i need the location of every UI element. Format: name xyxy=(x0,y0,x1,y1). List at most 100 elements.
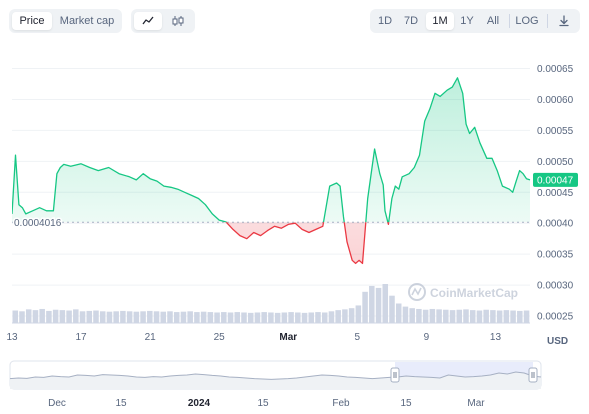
price-area-down xyxy=(226,222,389,264)
toolbar-divider xyxy=(547,14,548,28)
volume-bar xyxy=(66,310,72,323)
y-tick-label: 0.00025 xyxy=(537,312,574,323)
volume-bar xyxy=(517,310,523,323)
chart-style-toggle xyxy=(131,9,195,33)
volume-bar xyxy=(99,311,106,323)
range-all[interactable]: All xyxy=(486,15,500,27)
volume-bar xyxy=(436,309,442,323)
line-chart-icon[interactable] xyxy=(134,12,162,30)
y-tick-label: 0.00045 xyxy=(537,188,574,199)
price-area-up xyxy=(12,77,530,223)
volume-bar xyxy=(321,312,328,323)
volume-bar xyxy=(12,310,19,323)
volume-bar xyxy=(281,312,288,323)
volume-bar xyxy=(39,308,45,323)
range-toolbar: 1D 7D 1M 1Y All LOG xyxy=(370,9,580,33)
volume-bar xyxy=(241,312,247,323)
volume-bar xyxy=(503,310,510,323)
volume-bar xyxy=(126,311,133,323)
candlestick-icon[interactable] xyxy=(164,12,192,30)
download-icon[interactable] xyxy=(552,12,576,30)
navigator-line xyxy=(9,371,542,380)
volume-bar xyxy=(86,310,93,323)
y-tick-label: 0.00065 xyxy=(537,64,574,75)
view-toggle: Price Market cap xyxy=(9,9,122,33)
volume-bar xyxy=(274,312,281,323)
volume-bar xyxy=(429,308,436,323)
volume-bar xyxy=(234,312,241,323)
volume-bar xyxy=(510,310,516,323)
y-tick-label: 0.00035 xyxy=(537,250,574,261)
x-tick-label: Mar xyxy=(279,332,297,343)
tab-market-cap[interactable]: Market cap xyxy=(59,15,115,27)
navigator-tick-label: 15 xyxy=(400,398,412,409)
volume-bar xyxy=(79,311,86,323)
volume-bar xyxy=(342,309,348,323)
volume-bar xyxy=(93,310,99,323)
volume-bar xyxy=(301,312,308,323)
tab-price[interactable]: Price xyxy=(12,12,52,30)
volume-bar xyxy=(227,312,234,323)
navigator-handle-left[interactable] xyxy=(390,367,400,383)
volume-bar xyxy=(490,310,496,323)
x-tick-label: 13 xyxy=(6,332,18,343)
volume-bar xyxy=(52,309,59,323)
range-1m[interactable]: 1M xyxy=(426,12,454,30)
volume-bar xyxy=(25,309,32,323)
price-line-down xyxy=(224,222,390,265)
y-tick-label: 0.00055 xyxy=(537,126,574,137)
volume-bar xyxy=(483,309,489,323)
volume-bar xyxy=(153,311,160,323)
volume-bar xyxy=(207,312,214,323)
volume-bar xyxy=(443,309,449,323)
volume-bar xyxy=(463,309,469,323)
volume-bar xyxy=(295,312,301,323)
y-tick-label: 0.00030 xyxy=(537,281,574,292)
reference-label: 0.0004016 xyxy=(14,218,62,229)
toolbar-divider xyxy=(509,14,510,28)
volume-bar xyxy=(288,312,294,323)
volume-bar xyxy=(456,309,463,323)
navigator-tick-label: 15 xyxy=(257,398,269,409)
volume-bar xyxy=(469,310,476,323)
range-7d[interactable]: 7D xyxy=(403,15,419,27)
range-1y[interactable]: 1Y xyxy=(460,15,474,27)
navigator-tick-label: 15 xyxy=(115,398,127,409)
x-tick-label: 25 xyxy=(214,332,226,343)
volume-bar xyxy=(449,310,456,323)
volume-bar xyxy=(106,311,113,323)
navigator-tick-label: 2024 xyxy=(188,398,211,409)
volume-bar xyxy=(254,312,261,323)
volume-bar xyxy=(120,310,126,323)
volume-bar xyxy=(214,312,220,323)
volume-bar xyxy=(496,310,503,323)
volume-bar xyxy=(422,309,429,323)
volume-bar xyxy=(200,311,207,323)
navigator-handle-right[interactable] xyxy=(528,367,538,383)
volume-bar xyxy=(402,306,409,323)
x-tick-label: 13 xyxy=(490,332,502,343)
y-tick-label: 0.00060 xyxy=(537,95,574,106)
volume-bar xyxy=(416,308,422,323)
y-tick-label: 0.00050 xyxy=(537,157,574,168)
coinmarketcap-logo-icon xyxy=(408,283,426,301)
volume-bar xyxy=(32,310,39,323)
x-tick-label: 9 xyxy=(424,332,430,343)
volume-bar xyxy=(523,310,530,323)
log-scale-button[interactable]: LOG xyxy=(515,15,539,27)
range-1d[interactable]: 1D xyxy=(377,15,393,27)
volume-bar xyxy=(180,311,187,323)
volume-bar xyxy=(476,310,483,323)
volume-bar xyxy=(315,312,321,323)
coinmarketcap-watermark: CoinMarketCap xyxy=(408,283,518,301)
volume-bar xyxy=(369,285,375,323)
volume-bar xyxy=(46,310,52,323)
volume-bar xyxy=(167,311,173,323)
navigator-tick-label: Mar xyxy=(467,398,485,409)
current-price-badge xyxy=(533,172,578,187)
volume-bar xyxy=(355,305,362,323)
volume-bar xyxy=(382,284,389,323)
watermark-text: CoinMarketCap xyxy=(430,286,518,300)
volume-bar xyxy=(59,310,66,323)
